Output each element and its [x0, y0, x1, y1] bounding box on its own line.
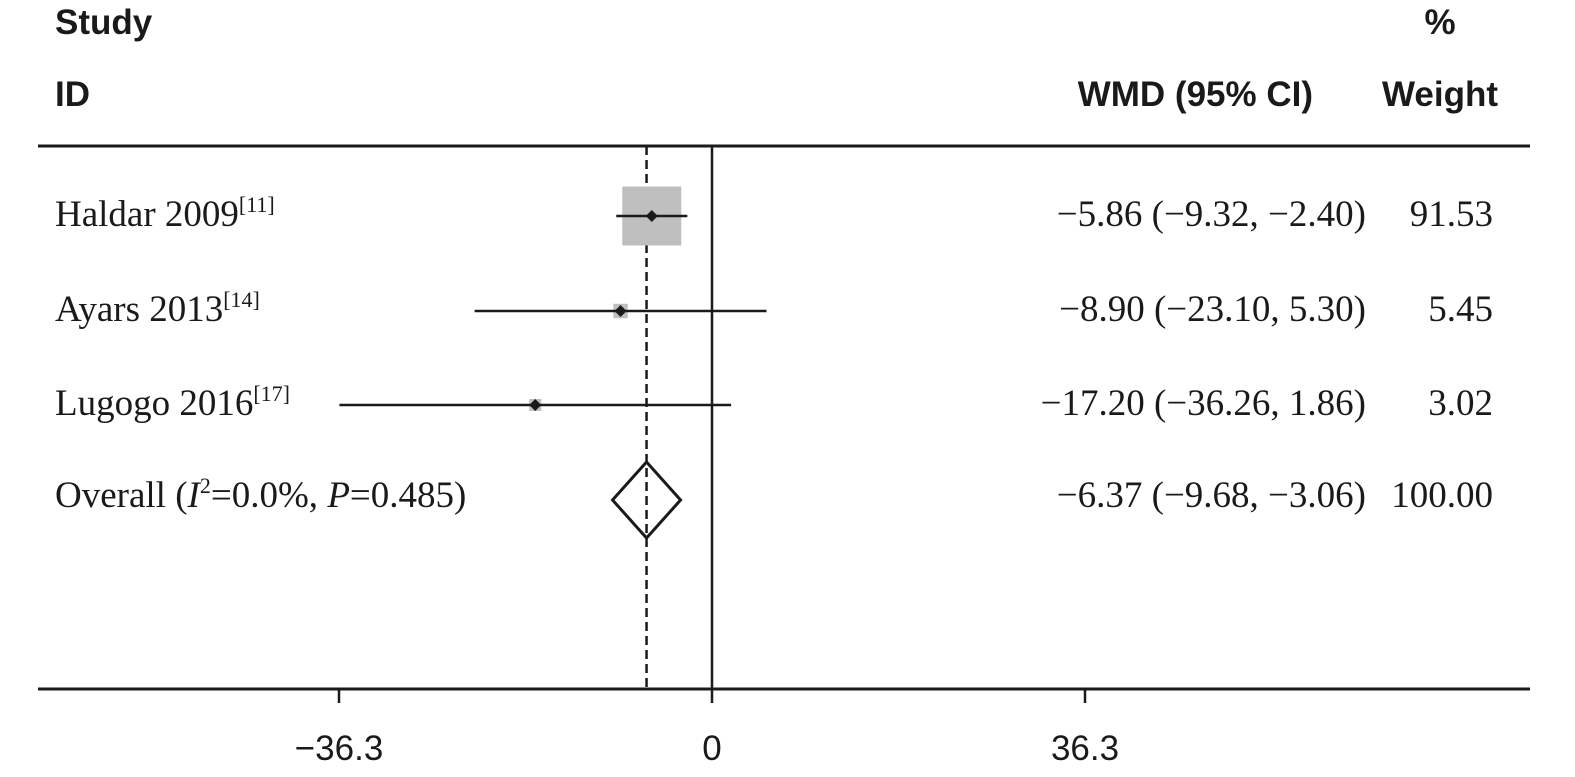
overall-label: Overall (I2=0.0%, P=0.485): [55, 473, 466, 516]
study-label: Lugogo 2016[17]: [55, 381, 290, 424]
study-weight-text: 91.53: [1410, 194, 1493, 235]
header-id: ID: [55, 75, 90, 114]
x-tick-label: 0: [702, 729, 721, 768]
study-row: Haldar 2009[11] −5.86 (−9.32, −2.40) 91.53: [55, 186, 1493, 246]
study-ci-text: −8.90 (−23.10, 5.30): [1059, 289, 1366, 330]
overall-row: Overall (I2=0.0%, P=0.485) −6.37 (−9.68,…: [55, 459, 1493, 541]
study-label: Haldar 2009[11]: [55, 192, 275, 235]
study-point-estimate: [529, 399, 542, 411]
study-row: Ayars 2013[14] −8.90 (−23.10, 5.30) 5.45: [55, 287, 1493, 330]
study-label: Ayars 2013[14]: [55, 287, 260, 330]
header-effect: WMD (95% CI): [1078, 75, 1313, 114]
study-row: Lugogo 2016[17] −17.20 (−36.26, 1.86) 3.02: [55, 381, 1493, 424]
x-tick-label: −36.3: [295, 729, 384, 768]
overall-diamond: [610, 459, 683, 541]
overall-ci-text: −6.37 (−9.68, −3.06): [1057, 475, 1366, 516]
study-ci-text: −17.20 (−36.26, 1.86): [1041, 383, 1366, 424]
study-point-estimate: [614, 305, 627, 317]
header-study: Study: [55, 3, 153, 42]
x-axis-ticks: −36.3 0 36.3: [295, 689, 1119, 768]
x-tick-label: 36.3: [1051, 729, 1119, 768]
study-point-estimate: [645, 210, 658, 222]
study-ci-text: −5.86 (−9.32, −2.40): [1057, 194, 1366, 235]
study-weight-text: 3.02: [1428, 383, 1493, 424]
study-rows: Haldar 2009[11] −5.86 (−9.32, −2.40) 91.53…: [55, 186, 1493, 424]
header-weight: Weight: [1382, 75, 1498, 114]
overall-weight-text: 100.00: [1391, 475, 1493, 516]
study-weight-text: 5.45: [1428, 289, 1493, 330]
header-percent: %: [1424, 3, 1455, 42]
